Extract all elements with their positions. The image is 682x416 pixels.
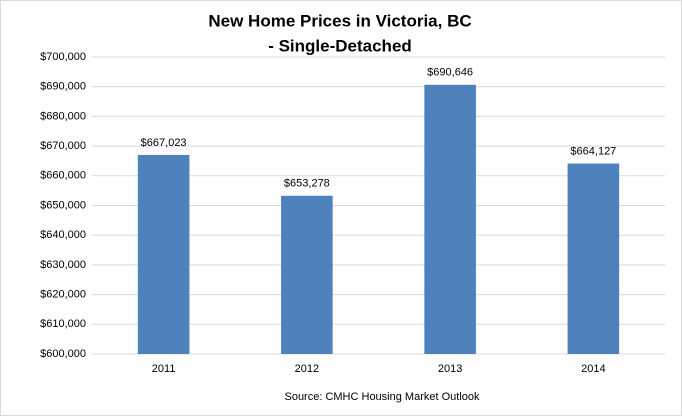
y-tick-label: $610,000 (40, 318, 86, 330)
x-tick-label: 2012 (295, 363, 319, 375)
y-tick-label: $690,000 (40, 81, 86, 93)
bar (567, 163, 620, 354)
y-tick-label: $680,000 (40, 110, 86, 122)
value-label: $667,023 (141, 137, 187, 149)
bar (137, 154, 190, 354)
y-tick-label: $640,000 (40, 229, 86, 241)
y-tick-label: $600,000 (40, 348, 86, 360)
chart-subtitle: - Single-Detached (268, 36, 412, 55)
x-tick-label: 2013 (438, 363, 462, 375)
y-tick-label: $660,000 (40, 170, 86, 182)
y-tick-label: $650,000 (40, 199, 86, 211)
y-tick-label: $700,000 (40, 51, 86, 63)
chart-title: New Home Prices in Victoria, BC (208, 11, 471, 30)
value-label: $690,646 (427, 67, 473, 79)
y-tick-label: $670,000 (40, 140, 86, 152)
x-tick-label: 2011 (152, 363, 176, 375)
bar (281, 195, 333, 354)
value-label: $653,278 (284, 178, 330, 190)
y-tick-label: $630,000 (40, 259, 86, 271)
bar (424, 84, 476, 355)
x-tick-label: 2014 (581, 363, 605, 375)
source-note: Source: CMHC Housing Market Outlook (284, 391, 480, 403)
y-tick-label: $620,000 (40, 289, 86, 301)
value-label: $664,127 (570, 145, 616, 157)
